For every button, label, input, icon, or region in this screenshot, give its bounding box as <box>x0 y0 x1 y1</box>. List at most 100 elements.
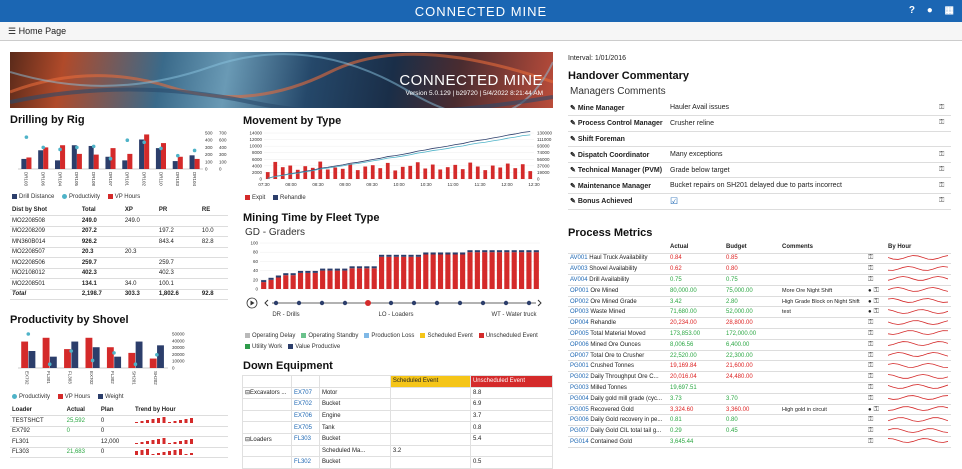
lock-icon[interactable]: ⚿ <box>939 197 945 205</box>
metric-name[interactable]: OP003 Waste Mined <box>568 306 668 319</box>
metric-row[interactable]: AV003 Shovel Availability 0.62 0.80 ⚿ <box>568 263 951 276</box>
timeline-node[interactable] <box>434 300 440 306</box>
metric-code[interactable]: AV004 <box>570 276 590 283</box>
metric-row[interactable]: PG007 Daily Gold CIL total tail g... 0.29… <box>568 425 951 438</box>
edit-pencil-icon[interactable]: ✎ <box>570 104 578 112</box>
table-row[interactable]: MO2208508 249.0 249.0 <box>10 215 228 227</box>
lock-icon[interactable]: ⚿ <box>868 362 874 370</box>
metric-row[interactable]: OP005 Total Material Moved 173,853.00 172,… <box>568 328 951 340</box>
lock-icon[interactable]: ⚿ <box>868 427 874 435</box>
metric-name[interactable]: PG003 Milled Tonnes <box>568 382 668 394</box>
edit-pencil-icon[interactable]: ✎ <box>570 182 578 190</box>
timeline-node[interactable] <box>319 300 325 306</box>
timeline-node[interactable] <box>296 300 302 306</box>
hamburger-menu-icon[interactable]: ☰ <box>8 26 17 36</box>
legend-item[interactable]: Production Loss <box>364 332 414 339</box>
handover-row[interactable]: ✎ Technical Manager (PVM) Grade below tar… <box>568 162 951 179</box>
metric-name[interactable]: OP001 Ore Mined <box>568 285 668 297</box>
metric-code[interactable]: OP001 <box>570 287 591 294</box>
metric-name[interactable]: PG005 Recovered Gold <box>568 404 668 416</box>
timeline-node[interactable] <box>503 300 509 306</box>
handover-role[interactable]: ✎ Mine Manager <box>568 100 668 117</box>
metric-row[interactable]: AV001 Haul Truck Availability 0.84 0.85 ⚿ <box>568 253 951 265</box>
handover-row[interactable]: ✎ Dispatch Coordinator Many exceptions ⚿ <box>568 146 951 163</box>
legend-item[interactable]: Scheduled Event <box>420 332 473 339</box>
lock-icon[interactable]: ⚿ <box>868 373 874 381</box>
bonus-checkbox[interactable]: ☑ <box>670 195 679 206</box>
metric-name[interactable]: PG006 Daily Gold recovery in pe... <box>568 414 668 427</box>
table-row[interactable]: MO2208209 207.2 197.2 10.0 <box>10 226 228 237</box>
lock-icon[interactable]: ⚿ <box>871 297 879 305</box>
metric-code[interactable]: PG006 <box>570 417 591 424</box>
metric-row[interactable]: PG006 Daily Gold recovery in pe... 0.81 0.… <box>568 414 951 427</box>
handover-role[interactable]: ✎ Dispatch Coordinator <box>568 146 668 163</box>
metric-name[interactable]: PG004 Daily gold mill grade (cyc... <box>568 393 668 405</box>
handover-role[interactable]: ✎ Bonus Achieved <box>568 193 668 210</box>
metric-name[interactable]: PG002 Daily Throughput Ore C... <box>568 371 668 384</box>
metric-row[interactable]: PG005 Recovered Gold 3,324.60 3,360.00 High… <box>568 404 951 416</box>
metric-name[interactable]: OP006 Mined Ore Ounces <box>568 339 668 351</box>
legend-item[interactable]: Value Productive <box>288 343 340 350</box>
lock-icon[interactable]: ⚿ <box>868 265 874 273</box>
metric-row[interactable]: OP006 Mined Ore Ounces 8,006.56 6,400.00 ⚿ <box>568 339 951 351</box>
lock-icon[interactable]: ⚿ <box>868 329 874 337</box>
lock-icon[interactable]: ⚿ <box>868 416 874 424</box>
metric-name[interactable]: AV001 Haul Truck Availability <box>568 253 668 265</box>
lock-icon[interactable]: ⚿ <box>939 119 945 127</box>
metric-name[interactable]: OP004 Rehandle <box>568 317 668 330</box>
table-row[interactable]: EX792 0 0 <box>10 426 228 437</box>
edit-pencil-icon[interactable]: ✎ <box>570 167 578 175</box>
help-icon[interactable]: ? <box>908 5 915 16</box>
table-row[interactable]: EX702 Bucket 6.9 <box>242 398 554 411</box>
metric-row[interactable]: OP007 Total Ore to Crusher 22,520.00 22,30… <box>568 350 951 362</box>
handover-row[interactable]: ✎ Shift Foreman <box>568 131 951 148</box>
edit-pencil-icon[interactable]: ✎ <box>570 135 578 143</box>
metric-name[interactable]: OP002 Ore Mined Grade <box>568 296 668 308</box>
metric-name[interactable]: PG014 Contained Gold <box>568 436 668 448</box>
table-row[interactable]: EX705 Tank 0.8 <box>242 421 554 434</box>
edit-pencil-icon[interactable]: ✎ <box>570 151 578 159</box>
metric-code[interactable]: PG005 <box>570 406 591 413</box>
metric-code[interactable]: PG001 <box>570 363 591 370</box>
metric-row[interactable]: PG002 Daily Throughput Ore C... 20,016.04… <box>568 371 951 384</box>
table-row[interactable]: EX706 Engine 3.7 <box>242 409 554 423</box>
apps-grid-icon[interactable]: ▦ <box>944 5 954 16</box>
metric-row[interactable]: OP004 Rehandle 20,234.00 28,800.00 ⚿ <box>568 317 951 330</box>
user-icon[interactable]: ● <box>926 5 933 16</box>
table-row[interactable]: FL301 12,000 <box>10 436 228 448</box>
table-row[interactable]: Total 2,198.7 303.3 1,802.6 92.8 <box>10 289 228 300</box>
metric-code[interactable]: OP005 <box>570 330 591 337</box>
timeline-node[interactable] <box>388 300 394 306</box>
lock-icon[interactable]: ⚿ <box>871 308 879 316</box>
lock-icon[interactable]: ⚿ <box>868 254 874 262</box>
edit-pencil-icon[interactable]: ✎ <box>570 198 578 206</box>
metric-name[interactable]: PG001 Crushed Tonnes <box>568 360 668 373</box>
metric-name[interactable]: PG007 Daily Gold CIL total tail g... <box>568 425 668 438</box>
metric-name[interactable]: AV004 Drill Availability <box>568 274 668 286</box>
lock-icon[interactable]: ⚿ <box>868 351 874 359</box>
table-row[interactable]: TESTSHCT 25,592 0 <box>10 415 228 427</box>
timeline-node[interactable] <box>526 300 532 306</box>
lock-icon[interactable]: ⚿ <box>868 394 874 402</box>
legend-item[interactable]: Operating Delay <box>245 332 295 339</box>
lock-icon[interactable]: ⚿ <box>939 103 945 111</box>
metric-row[interactable]: AV004 Drill Availability 0.75 0.75 ⚿ <box>568 274 951 286</box>
table-row[interactable]: Scheduled Ma... 3.2 <box>242 444 554 458</box>
handover-row[interactable]: ✎ Maintenance Manager Bucket repairs on S… <box>568 177 951 195</box>
metric-row[interactable]: PG001 Crushed Tonnes 19,169.84 21,600.00 ⚿ <box>568 360 951 373</box>
metric-name[interactable]: AV003 Shovel Availability <box>568 263 668 276</box>
metric-name[interactable]: OP007 Total Ore to Crusher <box>568 350 668 362</box>
table-row[interactable]: MO2208506 259.7 259.7 <box>10 257 228 269</box>
table-row[interactable]: MO2208507 20.3 20.3 <box>10 247 228 258</box>
edit-pencil-icon[interactable]: ✎ <box>570 120 578 128</box>
handover-row[interactable]: ✎ Mine Manager Hauler Avail issues ⚿ <box>568 100 951 117</box>
lock-icon[interactable]: ⚿ <box>871 405 879 413</box>
metric-row[interactable]: OP001 Ore Mined 80,000.00 75,000.00 More Or… <box>568 285 951 297</box>
handover-role[interactable]: ✎ Maintenance Manager <box>568 177 668 195</box>
handover-role[interactable]: ✎ Process Control Manager <box>568 115 668 132</box>
table-row[interactable]: ⊟Loaders FL303 Bucket 5.4 <box>242 432 554 446</box>
metric-code[interactable]: AV001 <box>570 255 590 262</box>
timeline-node[interactable] <box>342 300 348 306</box>
lock-icon[interactable]: ⚿ <box>868 437 874 445</box>
lock-icon[interactable]: ⚿ <box>868 275 874 283</box>
